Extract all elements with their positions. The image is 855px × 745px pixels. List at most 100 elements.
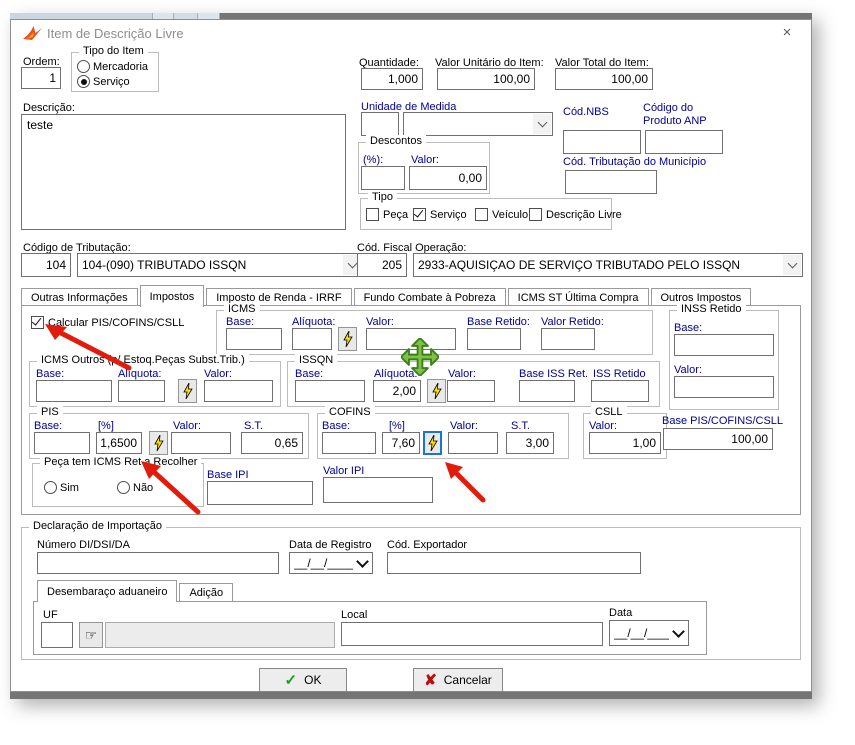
cofins-base-input[interactable] [322,432,376,454]
icms-valor-input[interactable] [366,328,456,350]
numero-di-input[interactable] [37,552,279,574]
unidade-medida-select[interactable] [403,112,553,136]
chevron-down-icon[interactable] [353,554,371,572]
radio-nao[interactable] [117,481,130,494]
declaracao-importacao-title: Declaração de Importação [29,520,167,532]
chevron-down-icon[interactable] [533,114,551,134]
checkbox-descricao-livre[interactable] [529,208,542,221]
pis-base-input[interactable] [34,432,90,454]
icms-base-retido-input[interactable] [467,328,521,350]
ordem-input[interactable]: 1 [21,67,61,89]
base-ipi-input[interactable] [207,481,313,505]
valor-total-input[interactable]: 100,00 [555,68,653,90]
tab-icms-st-ultima-compra[interactable]: ICMS ST Última Compra [507,288,649,306]
cancelar-button[interactable]: ✘ Cancelar [413,668,503,692]
radio-sim[interactable] [44,481,57,494]
inss-retido-title: INSS Retido [677,303,746,315]
pis-st-input[interactable]: 0,65 [241,432,303,454]
cofins-st-input[interactable]: 3,00 [506,432,554,454]
valor-ipi-input[interactable] [323,477,433,503]
base-pcc-input[interactable]: 100,00 [663,428,773,450]
chevron-down-icon[interactable] [783,255,801,275]
csll-valor-input[interactable]: 1,00 [589,432,661,454]
cod-nbs-label: Cód.NBS [563,106,609,118]
tab-impostos[interactable]: Impostos [139,285,205,307]
radio-servico[interactable] [77,75,90,88]
issqn-base-input[interactable] [295,380,365,402]
uf-lookup-button[interactable]: ☞ [79,622,103,648]
descricao-textarea[interactable]: teste [21,114,346,230]
pis-calc-button[interactable] [149,431,168,455]
pis-pct-input[interactable]: 1,6500 [96,432,142,454]
inss-valor-input[interactable] [674,376,774,398]
data-select[interactable]: __/__/____ [609,620,689,646]
valor-unitario-input[interactable]: 100,00 [437,68,535,90]
cod-trib-municipio-label: Cód. Tributação do Município [563,156,707,168]
cofins-valor-input[interactable] [448,432,498,454]
checkbox-servico[interactable] [413,208,426,221]
cod-fiscal-select[interactable]: 2933-AQUISIÇAO DE SERVIÇO TRIBUTADO PELO… [413,253,803,277]
issqn-iss-retido-input[interactable] [591,380,649,402]
unidade-medida-code-input[interactable] [361,112,399,136]
local-input[interactable] [341,622,603,646]
chevron-down-icon[interactable] [669,622,687,644]
checkbox-peca[interactable] [366,208,379,221]
radio-nao-label: Não [133,482,154,494]
quantidade-input[interactable]: 1,000 [361,68,423,90]
window-titlebar[interactable]: Item de Descrição Livre × [11,20,811,46]
icms-outros-base-input[interactable] [36,380,112,402]
tipo-title: Tipo [368,191,397,203]
cofins-calc-button[interactable] [423,431,442,455]
issqn-aliquota-input[interactable]: 2,00 [373,380,421,402]
codigo-tributacao-select[interactable]: 104-(090) TRIBUTADO ISSQN [77,253,363,277]
tab-fundo-combate-pobreza[interactable]: Fundo Combate à Pobreza [353,288,506,306]
cod-trib-municipio-input[interactable] [565,170,657,194]
calcular-pcc-checkbox[interactable] [31,316,44,329]
icms-valor-retido-input[interactable] [541,328,595,350]
pis-base-label: Base: [34,420,63,432]
icms-aliquota-input[interactable] [292,328,332,350]
tab-outras-informacoes[interactable]: Outras Informações [21,288,138,306]
data-registro-select[interactable]: __/__/____ [289,552,373,574]
tab-adicao[interactable]: Adição [179,583,234,601]
issqn-base-iss-input[interactable] [519,380,575,402]
desconto-valor-input[interactable]: 0,00 [409,166,487,190]
radio-mercadoria[interactable] [77,60,90,73]
cod-nbs-input[interactable] [563,130,641,154]
desconto-pct-input[interactable] [361,166,405,190]
cofins-group: COFINS [317,406,569,459]
data-label: Data [609,607,633,619]
close-icon[interactable]: × [782,24,792,41]
descontos-group: Descontos [358,135,490,194]
tab-imposto-renda-irrf[interactable]: Imposto de Renda - IRRF [206,288,352,306]
issqn-valor-input[interactable] [447,380,495,402]
icms-outros-calc-button[interactable] [178,379,197,403]
pis-valor-input[interactable] [171,432,231,454]
tab-desembaraco-aduaneiro[interactable]: Desembaraço aduaneiro [37,580,178,602]
background-window-strip-top [10,13,812,19]
cofins-pct-input[interactable]: 7,60 [382,432,420,454]
cancel-x-icon: ✘ [424,672,437,689]
check-icon: ✓ [284,672,298,689]
inss-base-input[interactable] [674,334,774,356]
ok-button[interactable]: ✓ OK [259,668,347,692]
issqn-calc-button[interactable] [427,379,446,403]
cod-exportador-input[interactable] [387,552,641,574]
chevron-down-icon[interactable] [343,255,361,275]
uf-descricao-field [105,622,335,648]
desconto-pct-label: (%): [363,154,384,166]
uf-input[interactable] [41,622,73,648]
icms-group: ICMS [216,303,653,355]
tab-outros-impostos[interactable]: Outros Impostos [650,288,752,306]
cod-fiscal-code-input[interactable]: 205 [357,253,407,277]
icms-base-label: Base: [226,316,255,328]
cod-anp-input[interactable] [645,130,723,154]
icms-base-input[interactable] [226,328,282,350]
codigo-tributacao-code-input[interactable]: 104 [21,253,71,277]
icms-outros-valor-input[interactable] [204,380,273,402]
checkbox-veiculo[interactable] [475,208,488,221]
icms-outros-aliquota-input[interactable] [118,380,165,402]
lightning-icon [182,383,193,399]
codigo-tributacao-value: 104-(090) TRIBUTADO ISSQN [82,258,247,272]
icms-calc-button[interactable] [338,327,357,351]
